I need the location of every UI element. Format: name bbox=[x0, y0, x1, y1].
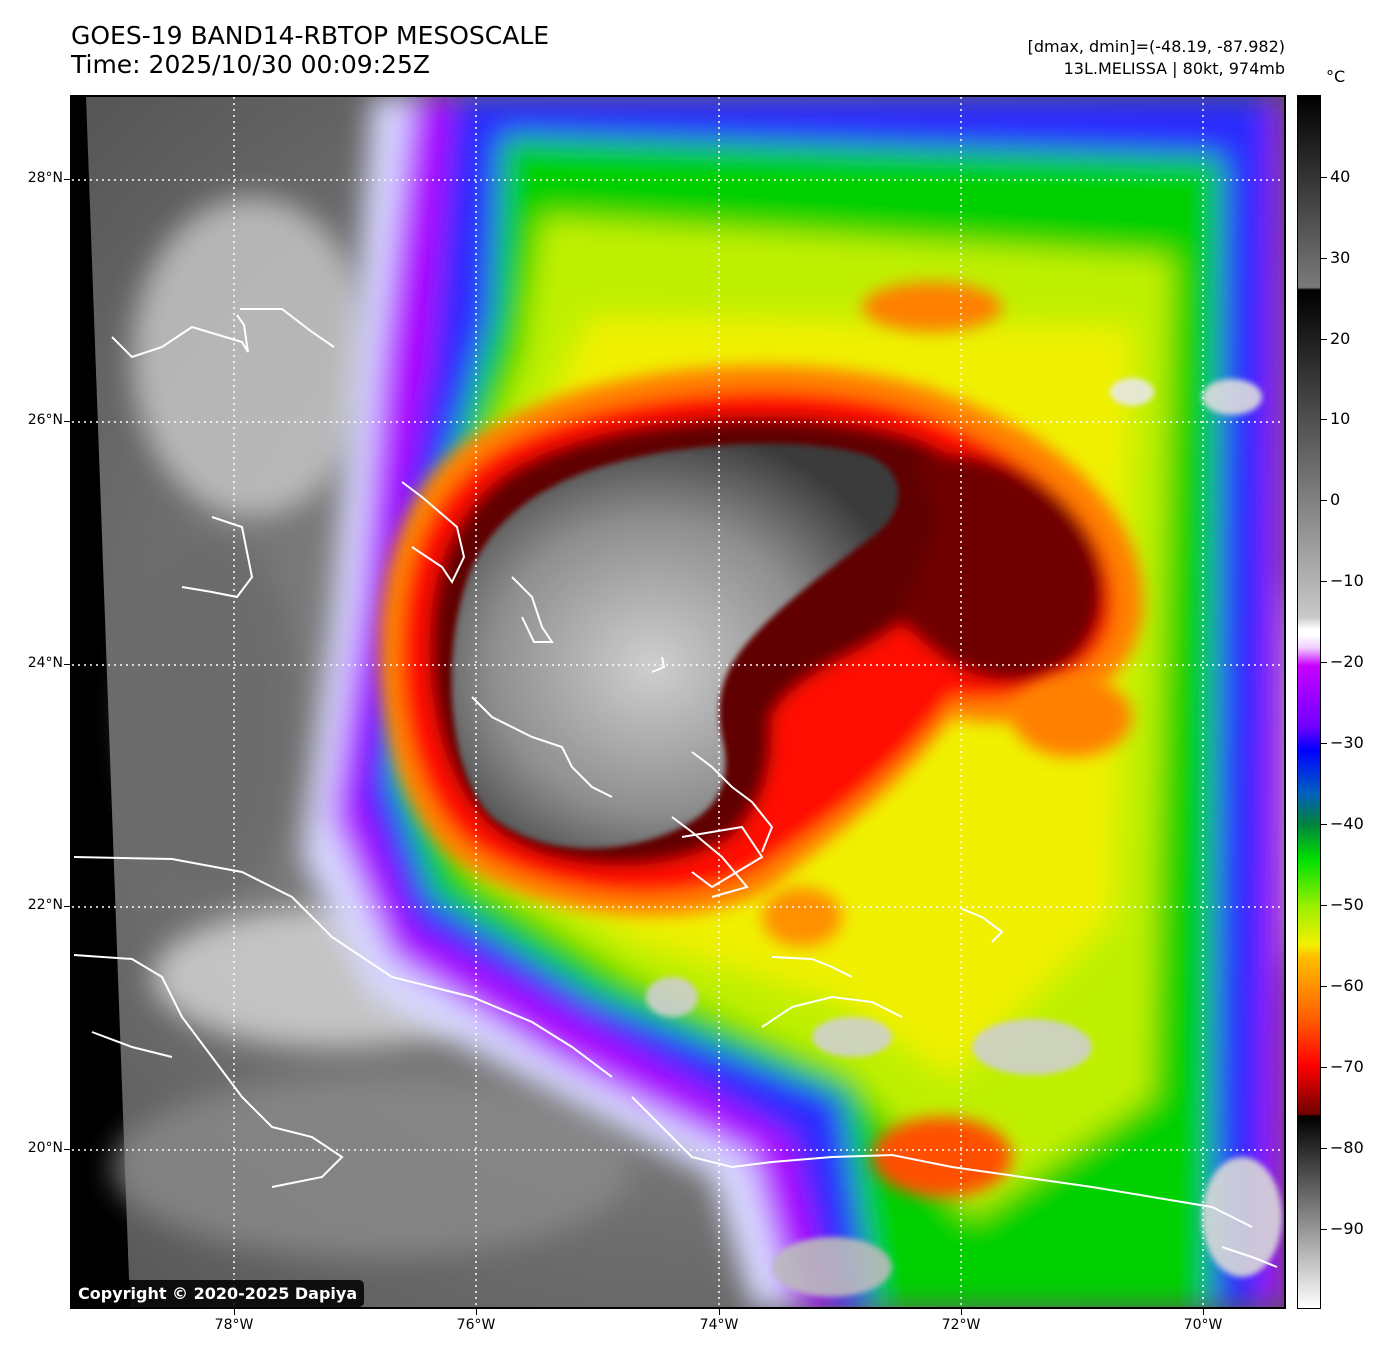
colorbar-tick bbox=[1321, 177, 1327, 178]
colorbar-tick bbox=[1321, 1229, 1327, 1230]
colorbar-tick bbox=[1321, 258, 1327, 259]
colorbar-tick bbox=[1321, 743, 1327, 744]
colorbar-tick bbox=[1321, 1148, 1327, 1149]
observation-time: Time: 2025/10/30 00:09:25Z bbox=[71, 50, 430, 79]
lon-tick bbox=[234, 1309, 235, 1315]
lat-tick bbox=[64, 421, 70, 422]
lon-tick bbox=[476, 1309, 477, 1315]
lon-tick bbox=[961, 1309, 962, 1315]
colorbar-label: 20 bbox=[1330, 329, 1351, 348]
satellite-imagery bbox=[72, 97, 1284, 1307]
colorbar-tick bbox=[1321, 500, 1327, 501]
lat-tick bbox=[64, 179, 70, 180]
lon-tick bbox=[719, 1309, 720, 1315]
colorbar-tick bbox=[1321, 986, 1327, 987]
copyright-label: Copyright © 2020-2025 Dapiya bbox=[71, 1280, 365, 1307]
colorbar-label: 40 bbox=[1330, 167, 1351, 186]
colorbar-label: −30 bbox=[1330, 733, 1364, 752]
lon-label-72w: 72°W bbox=[941, 1317, 981, 1333]
lon-label-70w: 70°W bbox=[1183, 1317, 1223, 1333]
coastlines bbox=[73, 308, 1278, 1268]
colorbar-label: −20 bbox=[1330, 652, 1364, 671]
colorbar-tick bbox=[1321, 581, 1327, 582]
satellite-map bbox=[70, 95, 1286, 1309]
colorbar-label: 10 bbox=[1330, 409, 1351, 428]
lat-label-22n: 22°N bbox=[27, 897, 63, 913]
colorbar-tick bbox=[1321, 339, 1327, 340]
colorbar-label: 0 bbox=[1330, 490, 1341, 509]
gridlines bbox=[72, 97, 1284, 1307]
chart-title: GOES-19 BAND14-RBTOP MESOSCALE bbox=[71, 21, 550, 50]
lat-tick bbox=[64, 906, 70, 907]
colorbar-label: −10 bbox=[1330, 571, 1364, 590]
lon-label-78w: 78°W bbox=[214, 1317, 254, 1333]
colorbar-unit: °C bbox=[1326, 67, 1346, 86]
lat-label-28n: 28°N bbox=[27, 170, 63, 186]
lat-label-24n: 24°N bbox=[27, 655, 63, 671]
colorbar-tick bbox=[1321, 905, 1327, 906]
lat-label-20n: 20°N bbox=[27, 1140, 63, 1156]
lon-tick bbox=[1203, 1309, 1204, 1315]
colorbar-label: −70 bbox=[1330, 1057, 1364, 1076]
lat-tick bbox=[64, 664, 70, 665]
data-range-info: [dmax, dmin]=(-48.19, -87.982) bbox=[1027, 37, 1285, 56]
colorbar-label: −60 bbox=[1330, 976, 1364, 995]
colorbar-label: −90 bbox=[1330, 1219, 1364, 1238]
colorbar-tick bbox=[1321, 824, 1327, 825]
colorbar-label: 30 bbox=[1330, 248, 1351, 267]
colorbar bbox=[1297, 95, 1321, 1309]
lon-label-76w: 76°W bbox=[456, 1317, 496, 1333]
lat-label-26n: 26°N bbox=[27, 412, 63, 428]
colorbar-tick bbox=[1321, 662, 1327, 663]
lon-label-74w: 74°W bbox=[699, 1317, 739, 1333]
colorbar-label: −50 bbox=[1330, 895, 1364, 914]
colorbar-label: −40 bbox=[1330, 814, 1364, 833]
colorbar-gradient bbox=[1298, 96, 1320, 1308]
colorbar-tick bbox=[1321, 419, 1327, 420]
lat-tick bbox=[64, 1149, 70, 1150]
colorbar-tick bbox=[1321, 1067, 1327, 1068]
storm-info: 13L.MELISSA | 80kt, 974mb bbox=[1063, 59, 1285, 78]
colorbar-label: −80 bbox=[1330, 1138, 1364, 1157]
